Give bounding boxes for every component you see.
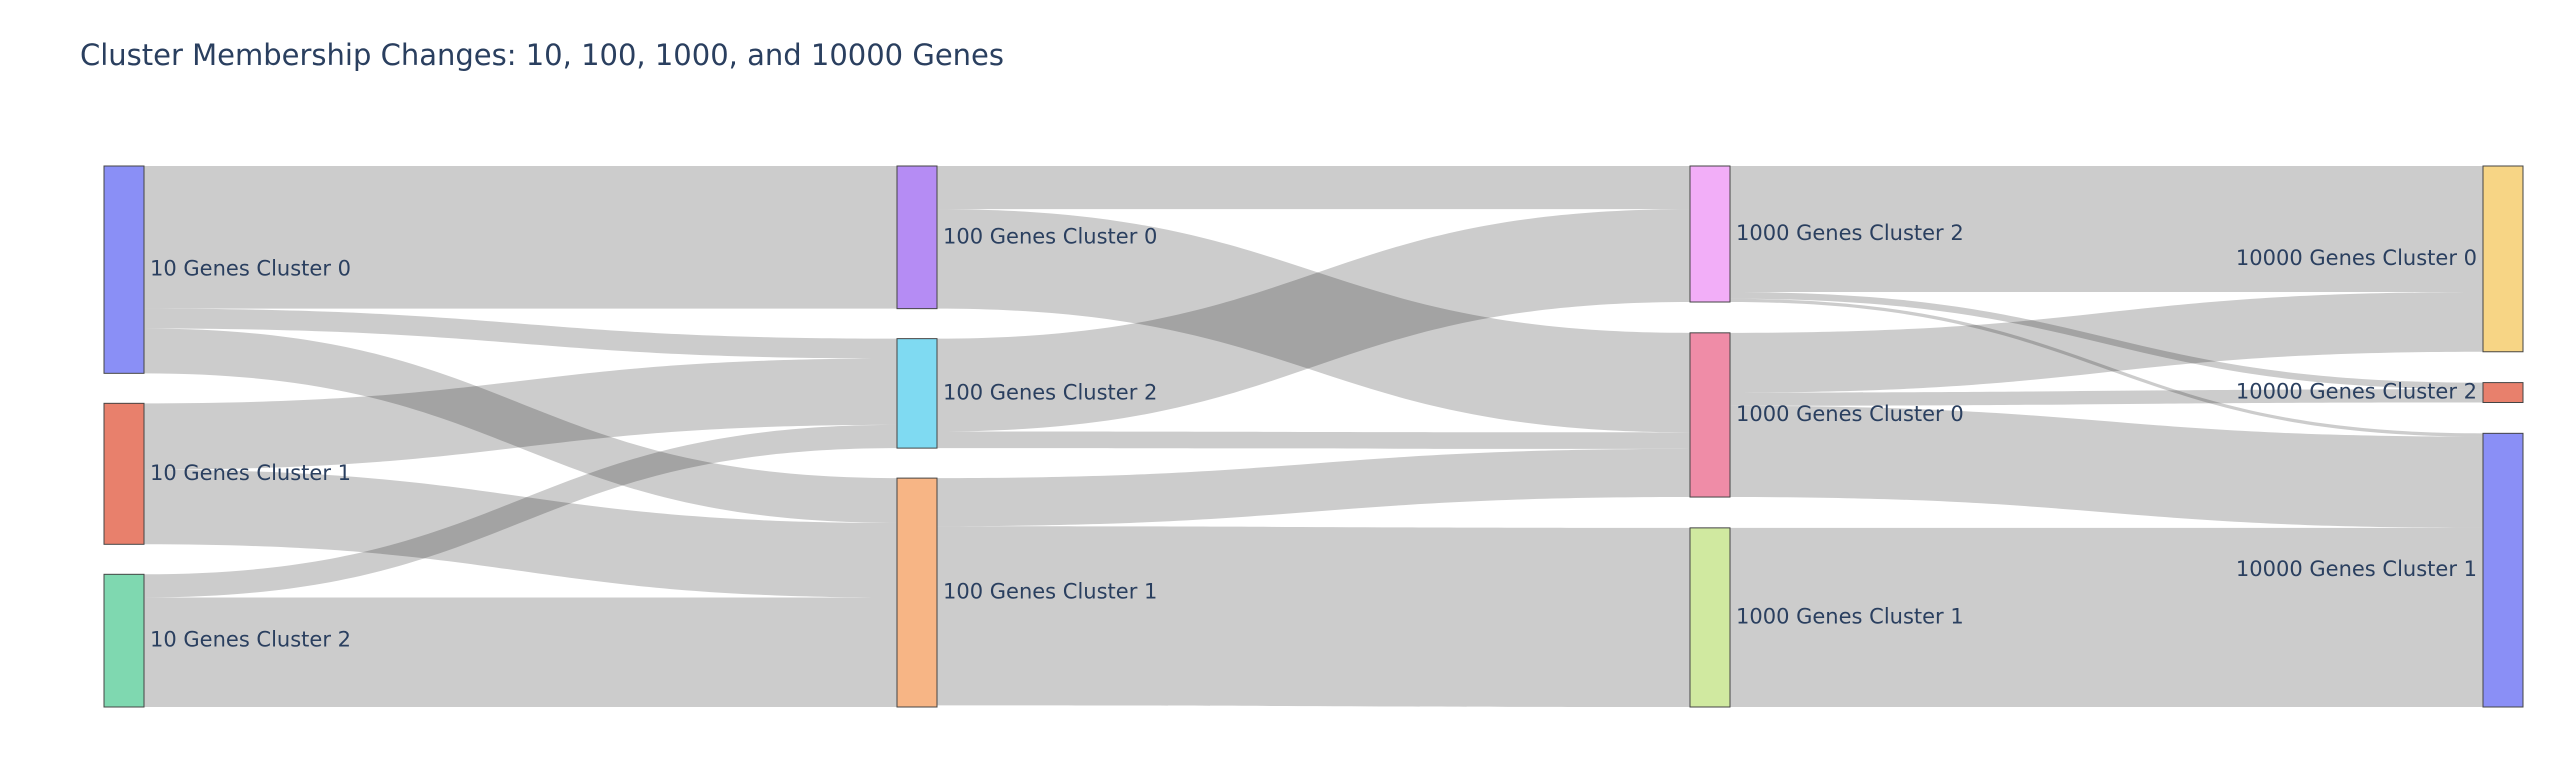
link-g10_c2-to-g100_c1[interactable] bbox=[144, 597, 897, 707]
link-g100_c1-to-g1000_c0[interactable] bbox=[937, 448, 1690, 527]
link-g10_c0-to-g100_c2[interactable] bbox=[144, 308, 897, 359]
chart-title: Cluster Membership Changes: 10, 100, 100… bbox=[80, 38, 1004, 72]
node-g100_c1[interactable] bbox=[896, 477, 938, 708]
link-g1000_c2-to-g10000_c1[interactable] bbox=[1730, 298, 2483, 437]
link-g1000_c0-to-g10000_c0[interactable] bbox=[1730, 292, 2483, 393]
node-g10_c0[interactable] bbox=[103, 165, 145, 374]
link-g10_c0-to-g100_c0[interactable] bbox=[144, 166, 897, 309]
link-g10_c1-to-g100_c1[interactable] bbox=[144, 469, 897, 598]
node-label-g10000_c0: 10000 Genes Cluster 0 bbox=[2236, 246, 2477, 270]
node-g10_c1[interactable] bbox=[103, 402, 145, 545]
node-label-g10_c1: 10 Genes Cluster 1 bbox=[150, 461, 351, 485]
labels-layer: 10 Genes Cluster 0 10 Genes Cluster 1 10 G… bbox=[150, 221, 2477, 652]
node-g10000_c2[interactable] bbox=[2482, 382, 2524, 403]
node-g10_c2[interactable] bbox=[103, 573, 145, 708]
node-label-g1000_c2: 1000 Genes Cluster 2 bbox=[1736, 221, 1964, 245]
node-g10000_c1[interactable] bbox=[2482, 432, 2524, 708]
link-g100_c2-to-g1000_c2[interactable] bbox=[937, 209, 1690, 432]
node-label-g10000_c2: 10000 Genes Cluster 2 bbox=[2236, 380, 2477, 404]
node-g100_c2[interactable] bbox=[896, 338, 938, 449]
link-g100_c0-to-g1000_c2[interactable] bbox=[937, 166, 1690, 210]
node-label-g100_c2: 100 Genes Cluster 2 bbox=[943, 380, 1157, 404]
node-label-g10_c0: 10 Genes Cluster 0 bbox=[150, 257, 351, 281]
link-g10_c1-to-g100_c2[interactable] bbox=[144, 358, 897, 470]
link-g1000_c1-to-g10000_c1[interactable] bbox=[1730, 527, 2483, 707]
link-g10_c0-to-g100_c1[interactable] bbox=[144, 328, 897, 523]
node-label-g100_c1: 100 Genes Cluster 1 bbox=[943, 580, 1157, 604]
node-g1000_c0[interactable] bbox=[1689, 332, 1731, 498]
node-label-g10000_c1: 10000 Genes Cluster 1 bbox=[2236, 557, 2477, 581]
links-layer bbox=[144, 166, 2483, 707]
link-g100_c0-to-g1000_c0[interactable] bbox=[937, 209, 1690, 433]
node-label-g1000_c0: 1000 Genes Cluster 0 bbox=[1736, 402, 1964, 426]
link-g1000_c0-to-g10000_c1[interactable] bbox=[1730, 405, 2483, 528]
node-g1000_c1[interactable] bbox=[1689, 527, 1731, 708]
node-label-g10_c2: 10 Genes Cluster 2 bbox=[150, 628, 351, 652]
nodes-layer bbox=[103, 165, 2524, 708]
node-label-g1000_c1: 1000 Genes Cluster 1 bbox=[1736, 604, 1964, 628]
link-g1000_c2-to-g10000_c0[interactable] bbox=[1730, 166, 2483, 293]
link-g10_c2-to-g100_c2[interactable] bbox=[144, 424, 897, 598]
node-g100_c0[interactable] bbox=[896, 165, 938, 310]
node-g1000_c2[interactable] bbox=[1689, 165, 1731, 303]
link-g1000_c0-to-g10000_c2[interactable] bbox=[1730, 389, 2483, 406]
node-g10000_c0[interactable] bbox=[2482, 165, 2524, 353]
link-g100_c2-to-g1000_c0[interactable] bbox=[937, 431, 1690, 449]
link-g100_c1-to-g1000_c1[interactable] bbox=[937, 526, 1690, 707]
link-g1000_c2-to-g10000_c2[interactable] bbox=[1730, 292, 2483, 390]
node-label-g100_c0: 100 Genes Cluster 0 bbox=[943, 224, 1157, 248]
